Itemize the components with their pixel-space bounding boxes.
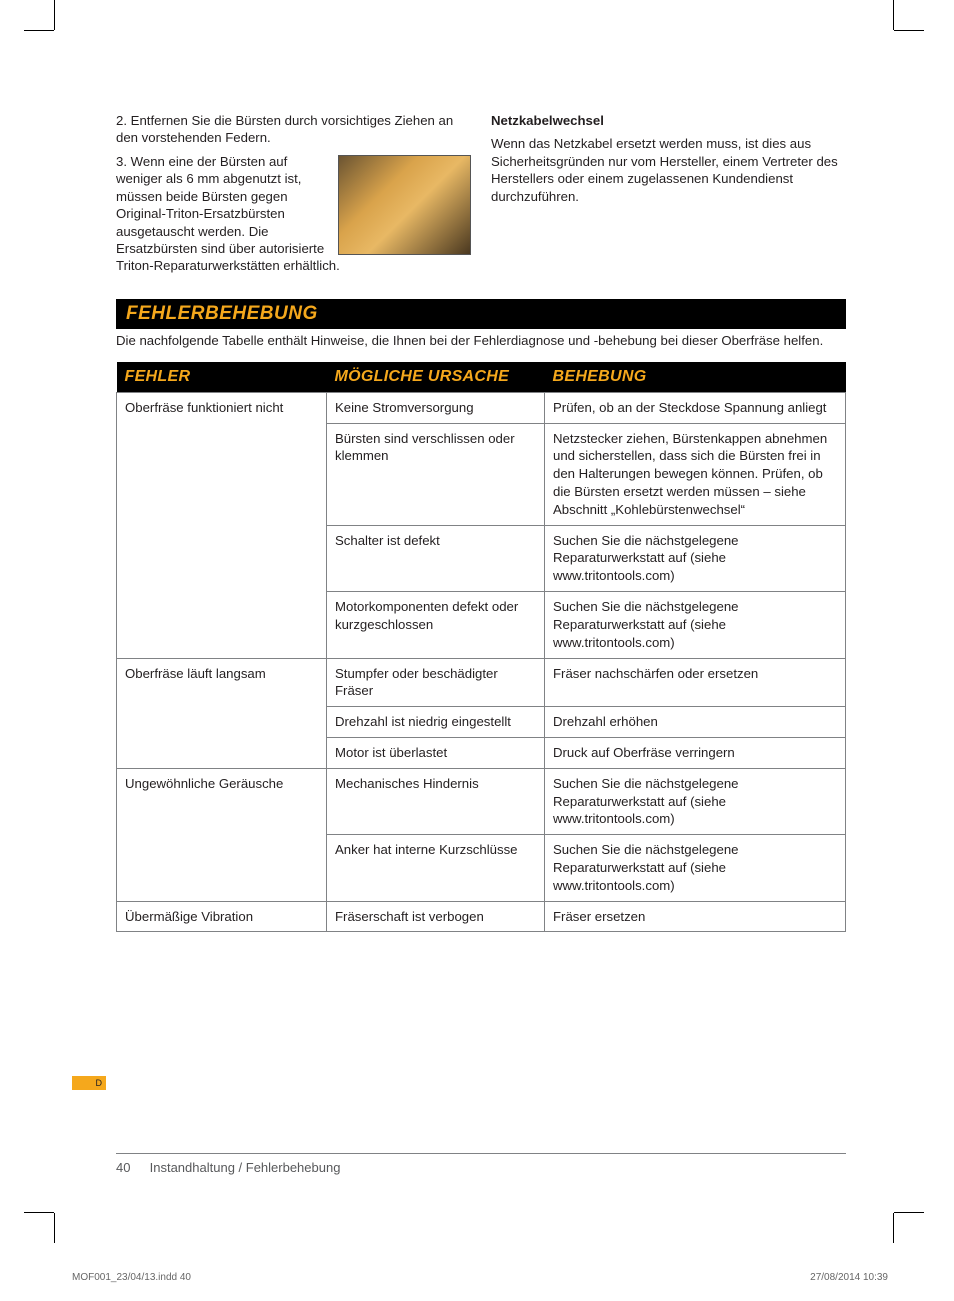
right-column: Netzkabelwechsel Wenn das Netzkabel erse…	[491, 112, 846, 281]
fix-cell: Fräser nachschärfen oder ersetzen	[545, 658, 846, 707]
cause-cell: Fräserschaft ist verbogen	[327, 901, 545, 932]
fix-cell: Netzstecker ziehen, Bürstenkappen abnehm…	[545, 423, 846, 525]
fix-cell: Prüfen, ob an der Steckdose Spannung anl…	[545, 392, 846, 423]
section-intro: Die nachfolgende Tabelle enthält Hinweis…	[116, 333, 846, 348]
crop-mark	[894, 30, 924, 31]
footer-section-title: Instandhaltung / Fehlerbehebung	[150, 1160, 341, 1175]
section-title-bar: FEHLERBEHEBUNG	[116, 299, 846, 329]
table-header-cause: MÖGLICHE URSACHE	[327, 362, 545, 393]
two-column-layout: 2. Entfernen Sie die Bürsten durch vorsi…	[116, 112, 846, 281]
cause-cell: Mechanisches Hindernis	[327, 768, 545, 834]
language-tab: D	[72, 1076, 106, 1090]
table-header-fault: FEHLER	[117, 362, 327, 393]
fix-cell: Suchen Sie die nächstgelegene Reparaturw…	[545, 592, 846, 658]
crop-mark	[24, 30, 54, 31]
cause-cell: Stumpfer oder beschädigter Fräser	[327, 658, 545, 707]
troubleshooting-table: FEHLER MÖGLICHE URSACHE BEHEBUNG Oberfrä…	[116, 362, 846, 933]
fix-cell: Fräser ersetzen	[545, 901, 846, 932]
fault-cell: Übermäßige Vibration	[117, 901, 327, 932]
subsection-paragraph: Wenn das Netzkabel ersetzt werden muss, …	[491, 135, 846, 205]
subsection-heading: Netzkabelwechsel	[491, 112, 846, 129]
crop-mark	[54, 1213, 55, 1243]
numbered-item-2: 2. Entfernen Sie die Bürsten durch vorsi…	[116, 112, 471, 147]
table-body: Oberfräse funktioniert nichtKeine Stromv…	[117, 392, 846, 932]
fix-cell: Drehzahl erhöhen	[545, 707, 846, 738]
slug-timestamp: 27/08/2014 10:39	[810, 1272, 888, 1283]
cause-cell: Keine Stromversorgung	[327, 392, 545, 423]
fix-cell: Suchen Sie die nächstgelegene Reparaturw…	[545, 768, 846, 834]
crop-mark	[893, 1213, 894, 1243]
numbered-item-3-text: 3. Wenn eine der Bürsten auf weniger als…	[116, 154, 340, 274]
left-column: 2. Entfernen Sie die Bürsten durch vorsi…	[116, 112, 471, 281]
page-number: 40	[116, 1160, 146, 1175]
cause-cell: Motor ist überlastet	[327, 737, 545, 768]
crop-mark	[893, 0, 894, 30]
table-row: Übermäßige VibrationFräserschaft ist ver…	[117, 901, 846, 932]
slug-filename: MOF001_23/04/13.indd 40	[72, 1272, 191, 1283]
content-area: 2. Entfernen Sie die Bürsten durch vorsi…	[72, 10, 890, 932]
cause-cell: Anker hat interne Kurzschlüsse	[327, 835, 545, 901]
crop-mark	[894, 1212, 924, 1213]
fault-cell: Oberfräse läuft langsam	[117, 658, 327, 768]
fix-cell: Suchen Sie die nächstgelegene Reparaturw…	[545, 525, 846, 591]
print-slug: MOF001_23/04/13.indd 40 27/08/2014 10:39	[72, 1272, 888, 1283]
fix-cell: Druck auf Oberfräse verringern	[545, 737, 846, 768]
table-row: Oberfräse funktioniert nichtKeine Stromv…	[117, 392, 846, 423]
table-header-fix: BEHEBUNG	[545, 362, 846, 393]
page-area: 2. Entfernen Sie die Bürsten durch vorsi…	[72, 10, 890, 1211]
cause-cell: Drehzahl ist niedrig eingestellt	[327, 707, 545, 738]
fault-cell: Oberfräse funktioniert nicht	[117, 392, 327, 658]
brush-replacement-photo	[338, 155, 471, 255]
crop-mark	[54, 0, 55, 30]
table-row: Ungewöhnliche GeräuscheMechanisches Hind…	[117, 768, 846, 834]
fix-cell: Suchen Sie die nächstgelegene Reparaturw…	[545, 835, 846, 901]
cause-cell: Schalter ist defekt	[327, 525, 545, 591]
page-footer: 40 Instandhaltung / Fehlerbehebung	[116, 1153, 846, 1175]
table-row: Oberfräse läuft langsamStumpfer oder bes…	[117, 658, 846, 707]
fault-cell: Ungewöhnliche Geräusche	[117, 768, 327, 901]
numbered-item-3: 3. Wenn eine der Bürsten auf weniger als…	[116, 153, 471, 275]
cause-cell: Motorkomponenten defekt oder kurzgeschlo…	[327, 592, 545, 658]
crop-mark	[24, 1212, 54, 1213]
cause-cell: Bürsten sind verschlissen oder klemmen	[327, 423, 545, 525]
